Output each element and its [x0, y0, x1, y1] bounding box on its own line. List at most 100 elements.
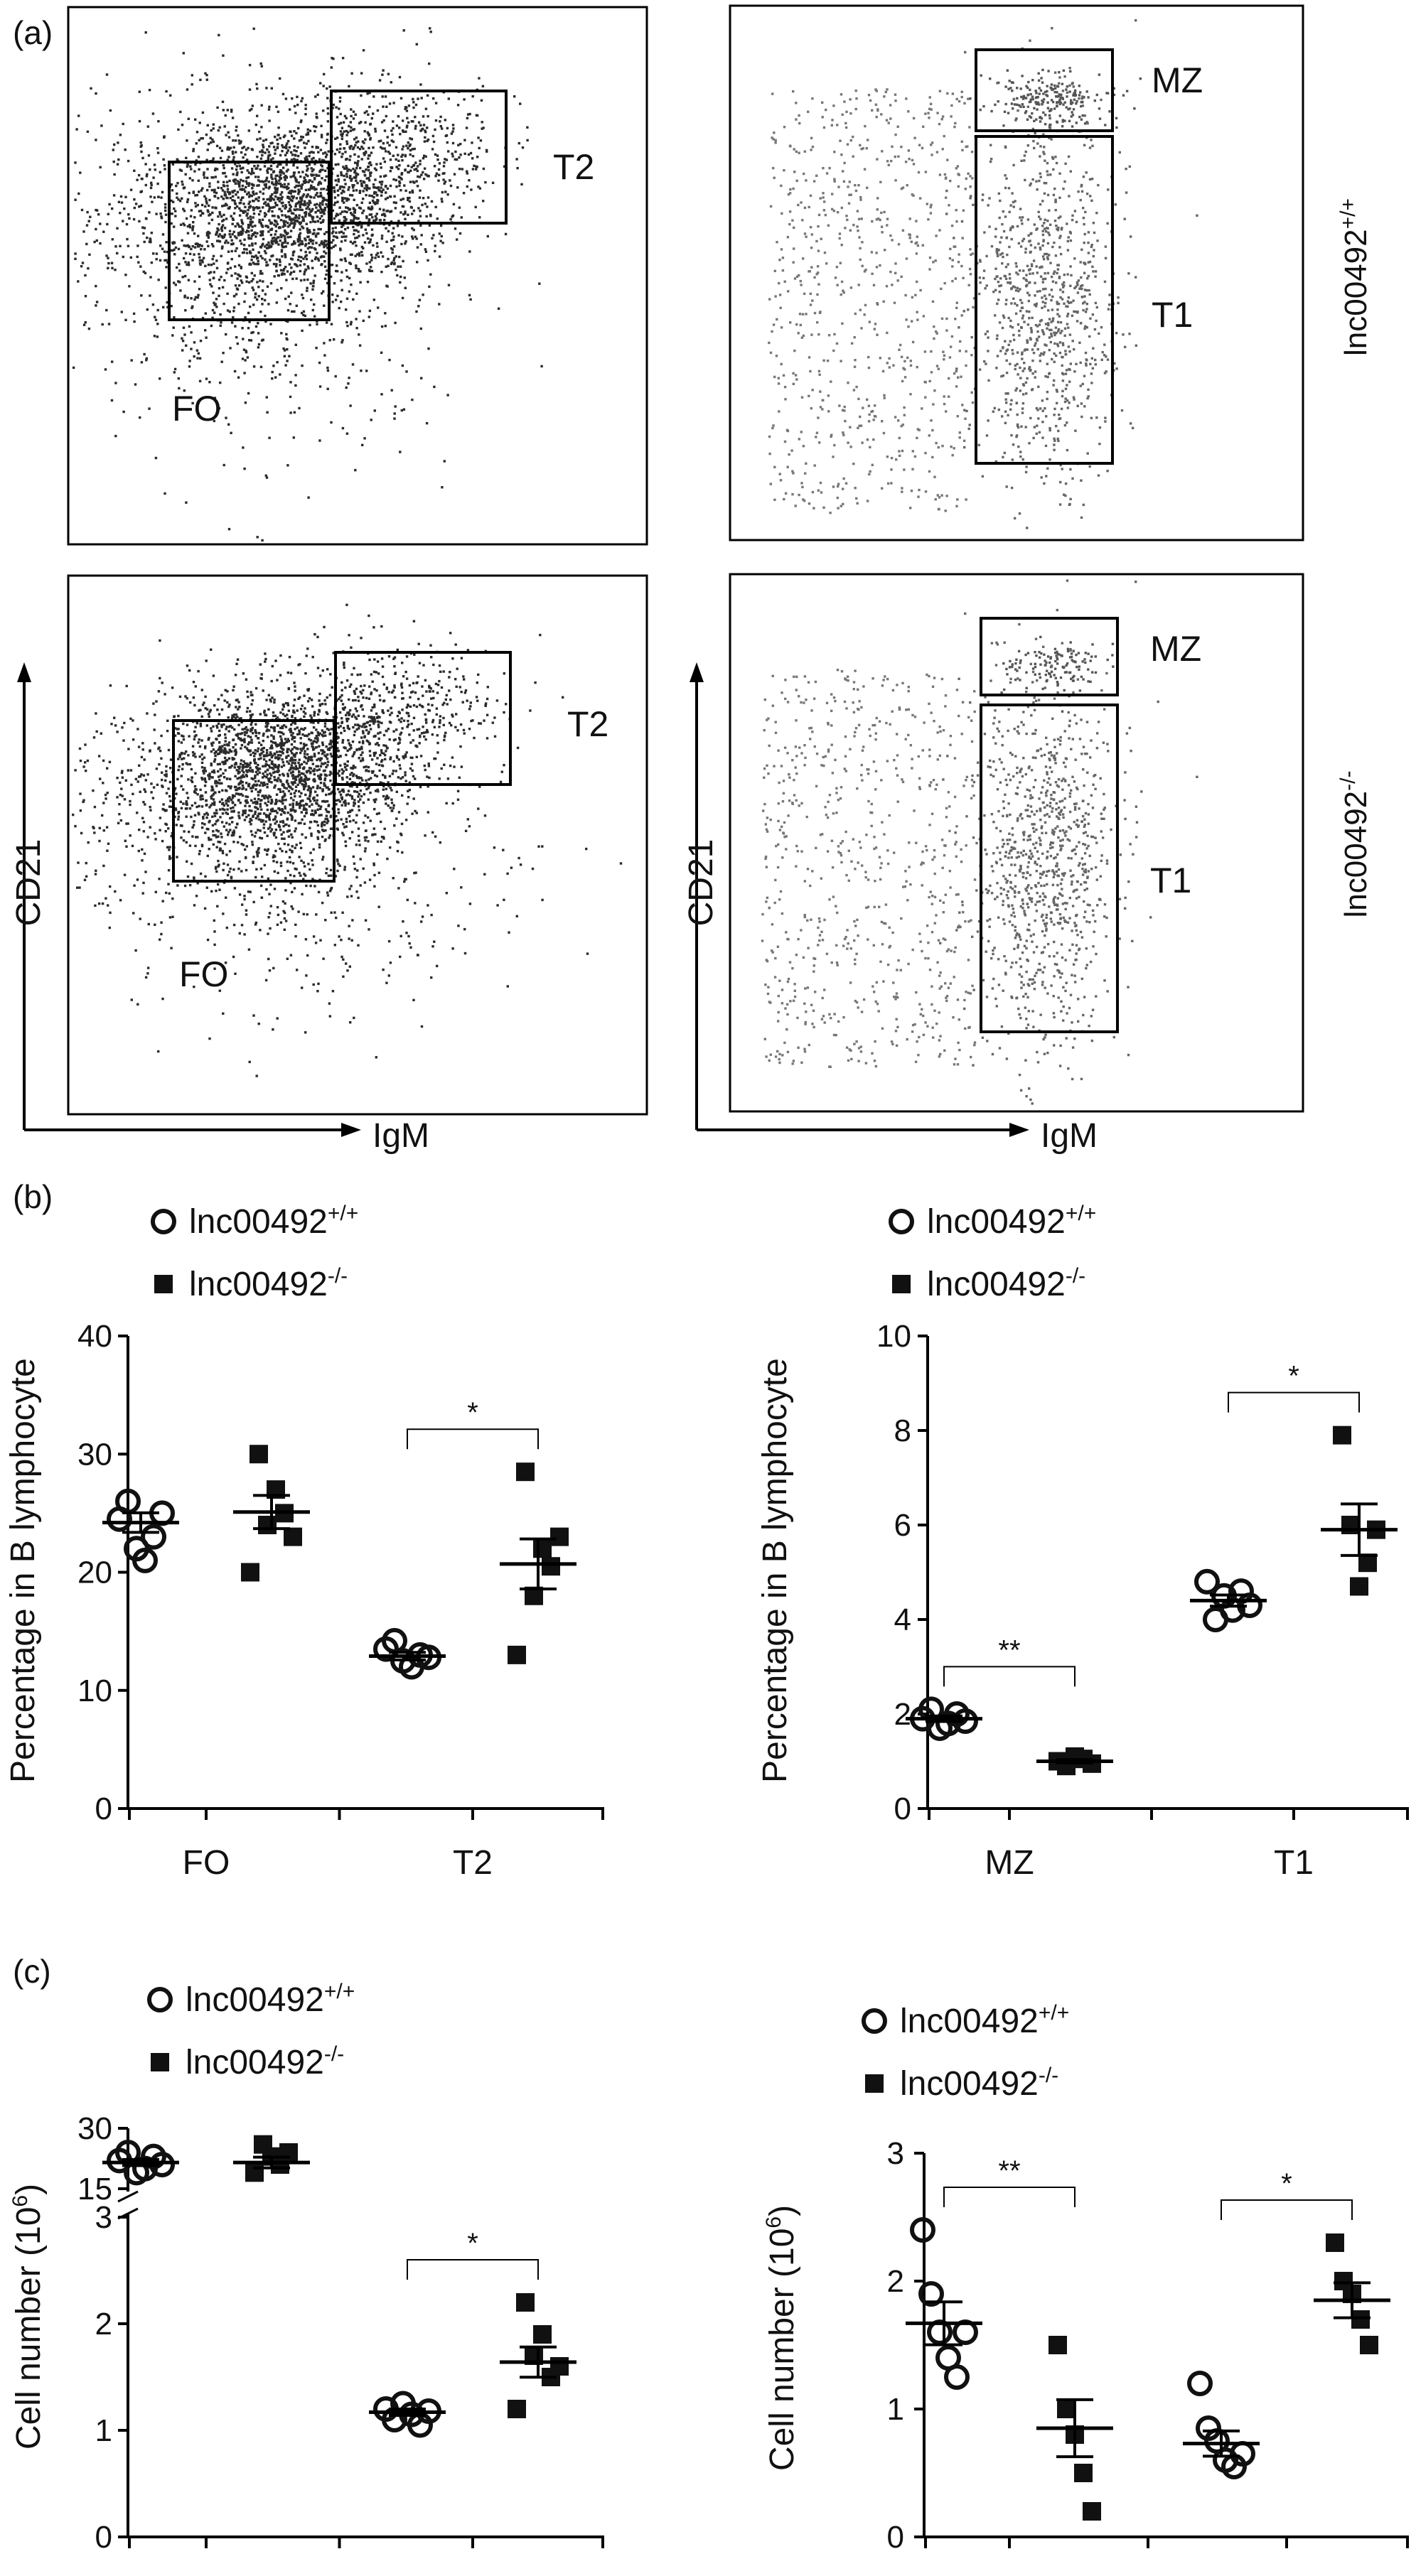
flow-dot: [1014, 312, 1018, 315]
flow-dot: [476, 114, 479, 117]
flow-dot: [300, 139, 303, 141]
flow-dot: [173, 281, 176, 284]
flow-dot: [208, 214, 210, 217]
flow-dot: [816, 265, 820, 268]
flow-dot: [970, 253, 972, 257]
flow-dot: [1056, 85, 1060, 88]
flow-dot: [210, 129, 213, 132]
flow-dot: [296, 208, 299, 211]
flow-dot: [1057, 439, 1060, 443]
flow-dot: [1051, 317, 1055, 320]
flow-dot: [1042, 98, 1046, 101]
flow-dot: [1035, 406, 1039, 410]
flow-dot: [302, 313, 305, 316]
flow-dot: [1084, 325, 1087, 328]
flow-dot: [269, 164, 273, 168]
flow-dot: [872, 419, 875, 421]
flow-dot: [956, 165, 960, 168]
flow-dot: [164, 220, 167, 224]
flow-dot: [318, 217, 321, 220]
flow-dot: [141, 226, 144, 229]
flow-dot: [360, 72, 363, 75]
flow-dot: [304, 244, 307, 247]
flow-dot: [274, 174, 277, 178]
flow-dot: [276, 190, 279, 194]
flow-dot: [928, 379, 931, 383]
flow-dot: [377, 744, 380, 747]
flow-dot: [220, 227, 223, 230]
flow-dot: [466, 117, 469, 119]
flow-dot: [368, 91, 371, 95]
flow-dot: [795, 118, 798, 121]
flow-dot: [336, 136, 339, 139]
flow-dot: [165, 90, 168, 93]
flow-dot: [249, 205, 252, 208]
flow-dot: [468, 179, 471, 182]
flow-dot: [230, 215, 232, 217]
flow-dot: [886, 88, 889, 91]
flow-dot: [1064, 494, 1067, 497]
flow-dot: [1055, 331, 1058, 335]
flow-dot: [1108, 110, 1111, 113]
flow-dot: [1085, 308, 1088, 311]
flow-dot: [377, 737, 380, 740]
flow-dot: [1106, 222, 1109, 225]
flow-dot: [313, 274, 316, 277]
flow-dot: [319, 227, 322, 231]
flow-dot: [236, 342, 239, 345]
flow-dot: [987, 350, 989, 352]
flow-dot: [107, 212, 109, 215]
flow-dot: [300, 135, 303, 139]
flow-dot: [355, 179, 358, 182]
flow-dot: [281, 243, 284, 246]
flow-dot: [349, 121, 352, 124]
flow-dot: [382, 157, 385, 160]
flow-dot: [1004, 85, 1007, 88]
flow-dot: [340, 173, 343, 177]
flow-dot: [326, 120, 329, 123]
flow-dot: [792, 382, 795, 385]
flow-dot: [1037, 242, 1040, 245]
flow-dot: [791, 470, 794, 473]
flow-dot: [256, 114, 259, 117]
flow-dot: [893, 301, 896, 304]
flow-dot: [840, 206, 843, 210]
flow-dot: [230, 167, 234, 170]
flow-dot: [982, 104, 985, 108]
flow-dot: [284, 254, 287, 257]
flow-dot: [250, 271, 253, 275]
flow-dot: [1012, 285, 1015, 288]
flow-dot: [780, 326, 783, 329]
flow-dot: [412, 164, 415, 167]
flow-dot: [317, 227, 320, 231]
flow-dot: [221, 189, 225, 192]
flow-dot: [286, 232, 289, 235]
flow-dot: [220, 187, 223, 190]
flow-dot: [245, 276, 249, 279]
flow-dot: [1019, 208, 1022, 210]
flow-dot: [835, 266, 839, 269]
flow-dot: [117, 158, 120, 161]
flow-dot: [238, 185, 241, 188]
flow-dot: [206, 188, 209, 192]
flow-dot: [228, 179, 231, 183]
flow-dot: [1070, 99, 1073, 102]
flow-dot: [916, 311, 918, 313]
flow-dot: [238, 207, 241, 210]
flow-dot: [282, 347, 285, 350]
flow-dot: [815, 273, 818, 276]
flow-dot: [274, 186, 277, 189]
flow-dot: [299, 279, 303, 282]
flow-dot: [134, 203, 138, 205]
flow-dot: [1040, 352, 1043, 355]
flow-dot: [1033, 107, 1036, 109]
flow-dot: [943, 358, 945, 361]
flow-dot: [254, 292, 257, 295]
flow-dot: [357, 268, 360, 271]
flow-dot: [787, 290, 790, 293]
flow-dot: [320, 194, 323, 197]
flow-dot: [244, 316, 247, 319]
flow-dot: [348, 168, 350, 171]
flow-dot: [876, 302, 879, 305]
flow-dot: [1081, 104, 1085, 107]
